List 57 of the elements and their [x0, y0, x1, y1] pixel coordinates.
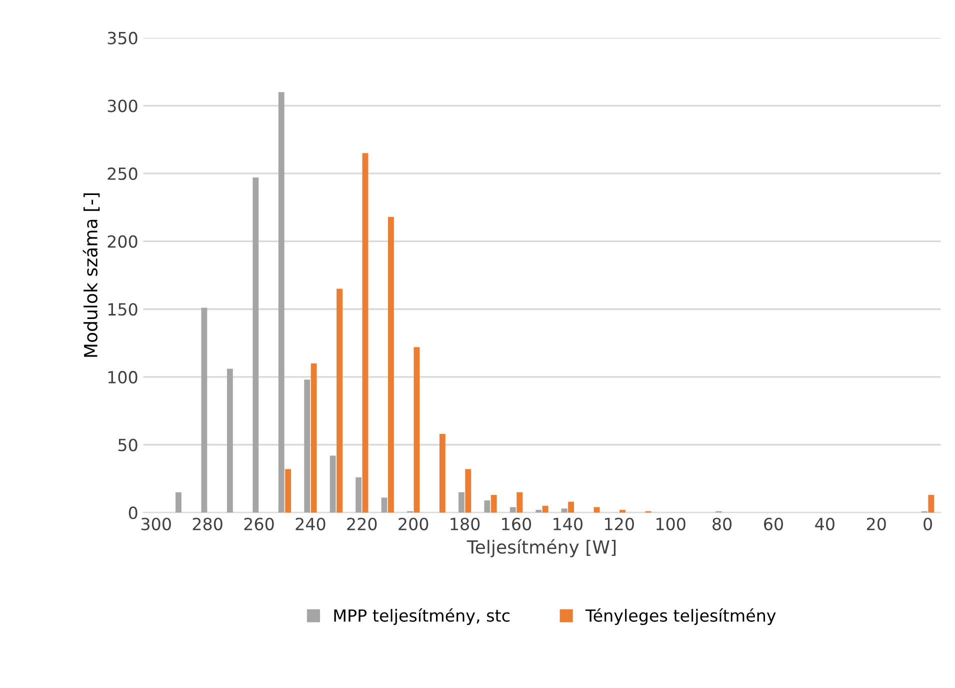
x-tick-label: 240 [296, 518, 326, 530]
bar [516, 492, 523, 513]
y-tick-label: 0 [128, 506, 138, 520]
y-tick-label: 250 [108, 167, 138, 180]
bar [310, 363, 317, 513]
x-tick-label: 40 [815, 518, 834, 530]
x-axis-title: Teljesítmény [W] [466, 539, 616, 558]
bar [176, 492, 182, 513]
y-tick-label: 200 [108, 235, 138, 248]
bar [304, 380, 310, 513]
bar [594, 507, 600, 513]
bar [356, 477, 362, 513]
x-tick-label: 280 [192, 518, 222, 530]
bar [285, 469, 292, 513]
y-axis-title: Modulok száma [-] [82, 193, 100, 357]
bar [330, 456, 336, 513]
bar [458, 492, 464, 513]
bar [542, 506, 548, 513]
legend-label: Tényleges teljesítmény [585, 608, 776, 626]
x-tick-label: 180 [450, 518, 480, 530]
y-tick-label: 300 [108, 100, 138, 112]
bar [414, 347, 420, 513]
y-tick-label: 350 [108, 32, 138, 44]
bar [561, 508, 568, 513]
bar [620, 510, 626, 513]
x-tick-label: 20 [866, 518, 886, 530]
bar [484, 500, 490, 513]
bar [362, 153, 368, 513]
bar [252, 178, 259, 513]
bar [439, 434, 446, 513]
bar [568, 502, 574, 513]
x-tick-label: 80 [712, 518, 732, 530]
x-tick-label: 100 [656, 518, 686, 530]
bar [381, 498, 388, 513]
bar [201, 308, 208, 513]
x-tick-label: 220 [347, 518, 377, 530]
bar [490, 494, 497, 513]
x-tick-label: 160 [502, 518, 532, 530]
x-tick-label: 300 [141, 518, 171, 530]
bar [465, 469, 472, 513]
y-tick-label: 50 [118, 438, 138, 452]
legend-label: MPP teljesítmény, stc [334, 608, 510, 626]
y-tick-label: 100 [108, 370, 138, 384]
bar [388, 216, 394, 513]
bar [536, 510, 542, 513]
x-tick-label: 260 [244, 518, 274, 530]
x-tick-label: 120 [605, 518, 634, 530]
bar [336, 288, 342, 513]
x-tick-label: 0 [924, 518, 932, 530]
bar [226, 368, 233, 513]
x-tick-label: 60 [764, 518, 783, 530]
bar [278, 92, 284, 513]
y-tick-label: 150 [108, 303, 138, 316]
x-tick-label: 140 [554, 518, 582, 530]
bar [510, 507, 516, 513]
x-tick-label: 200 [398, 518, 428, 530]
bar [928, 494, 934, 513]
